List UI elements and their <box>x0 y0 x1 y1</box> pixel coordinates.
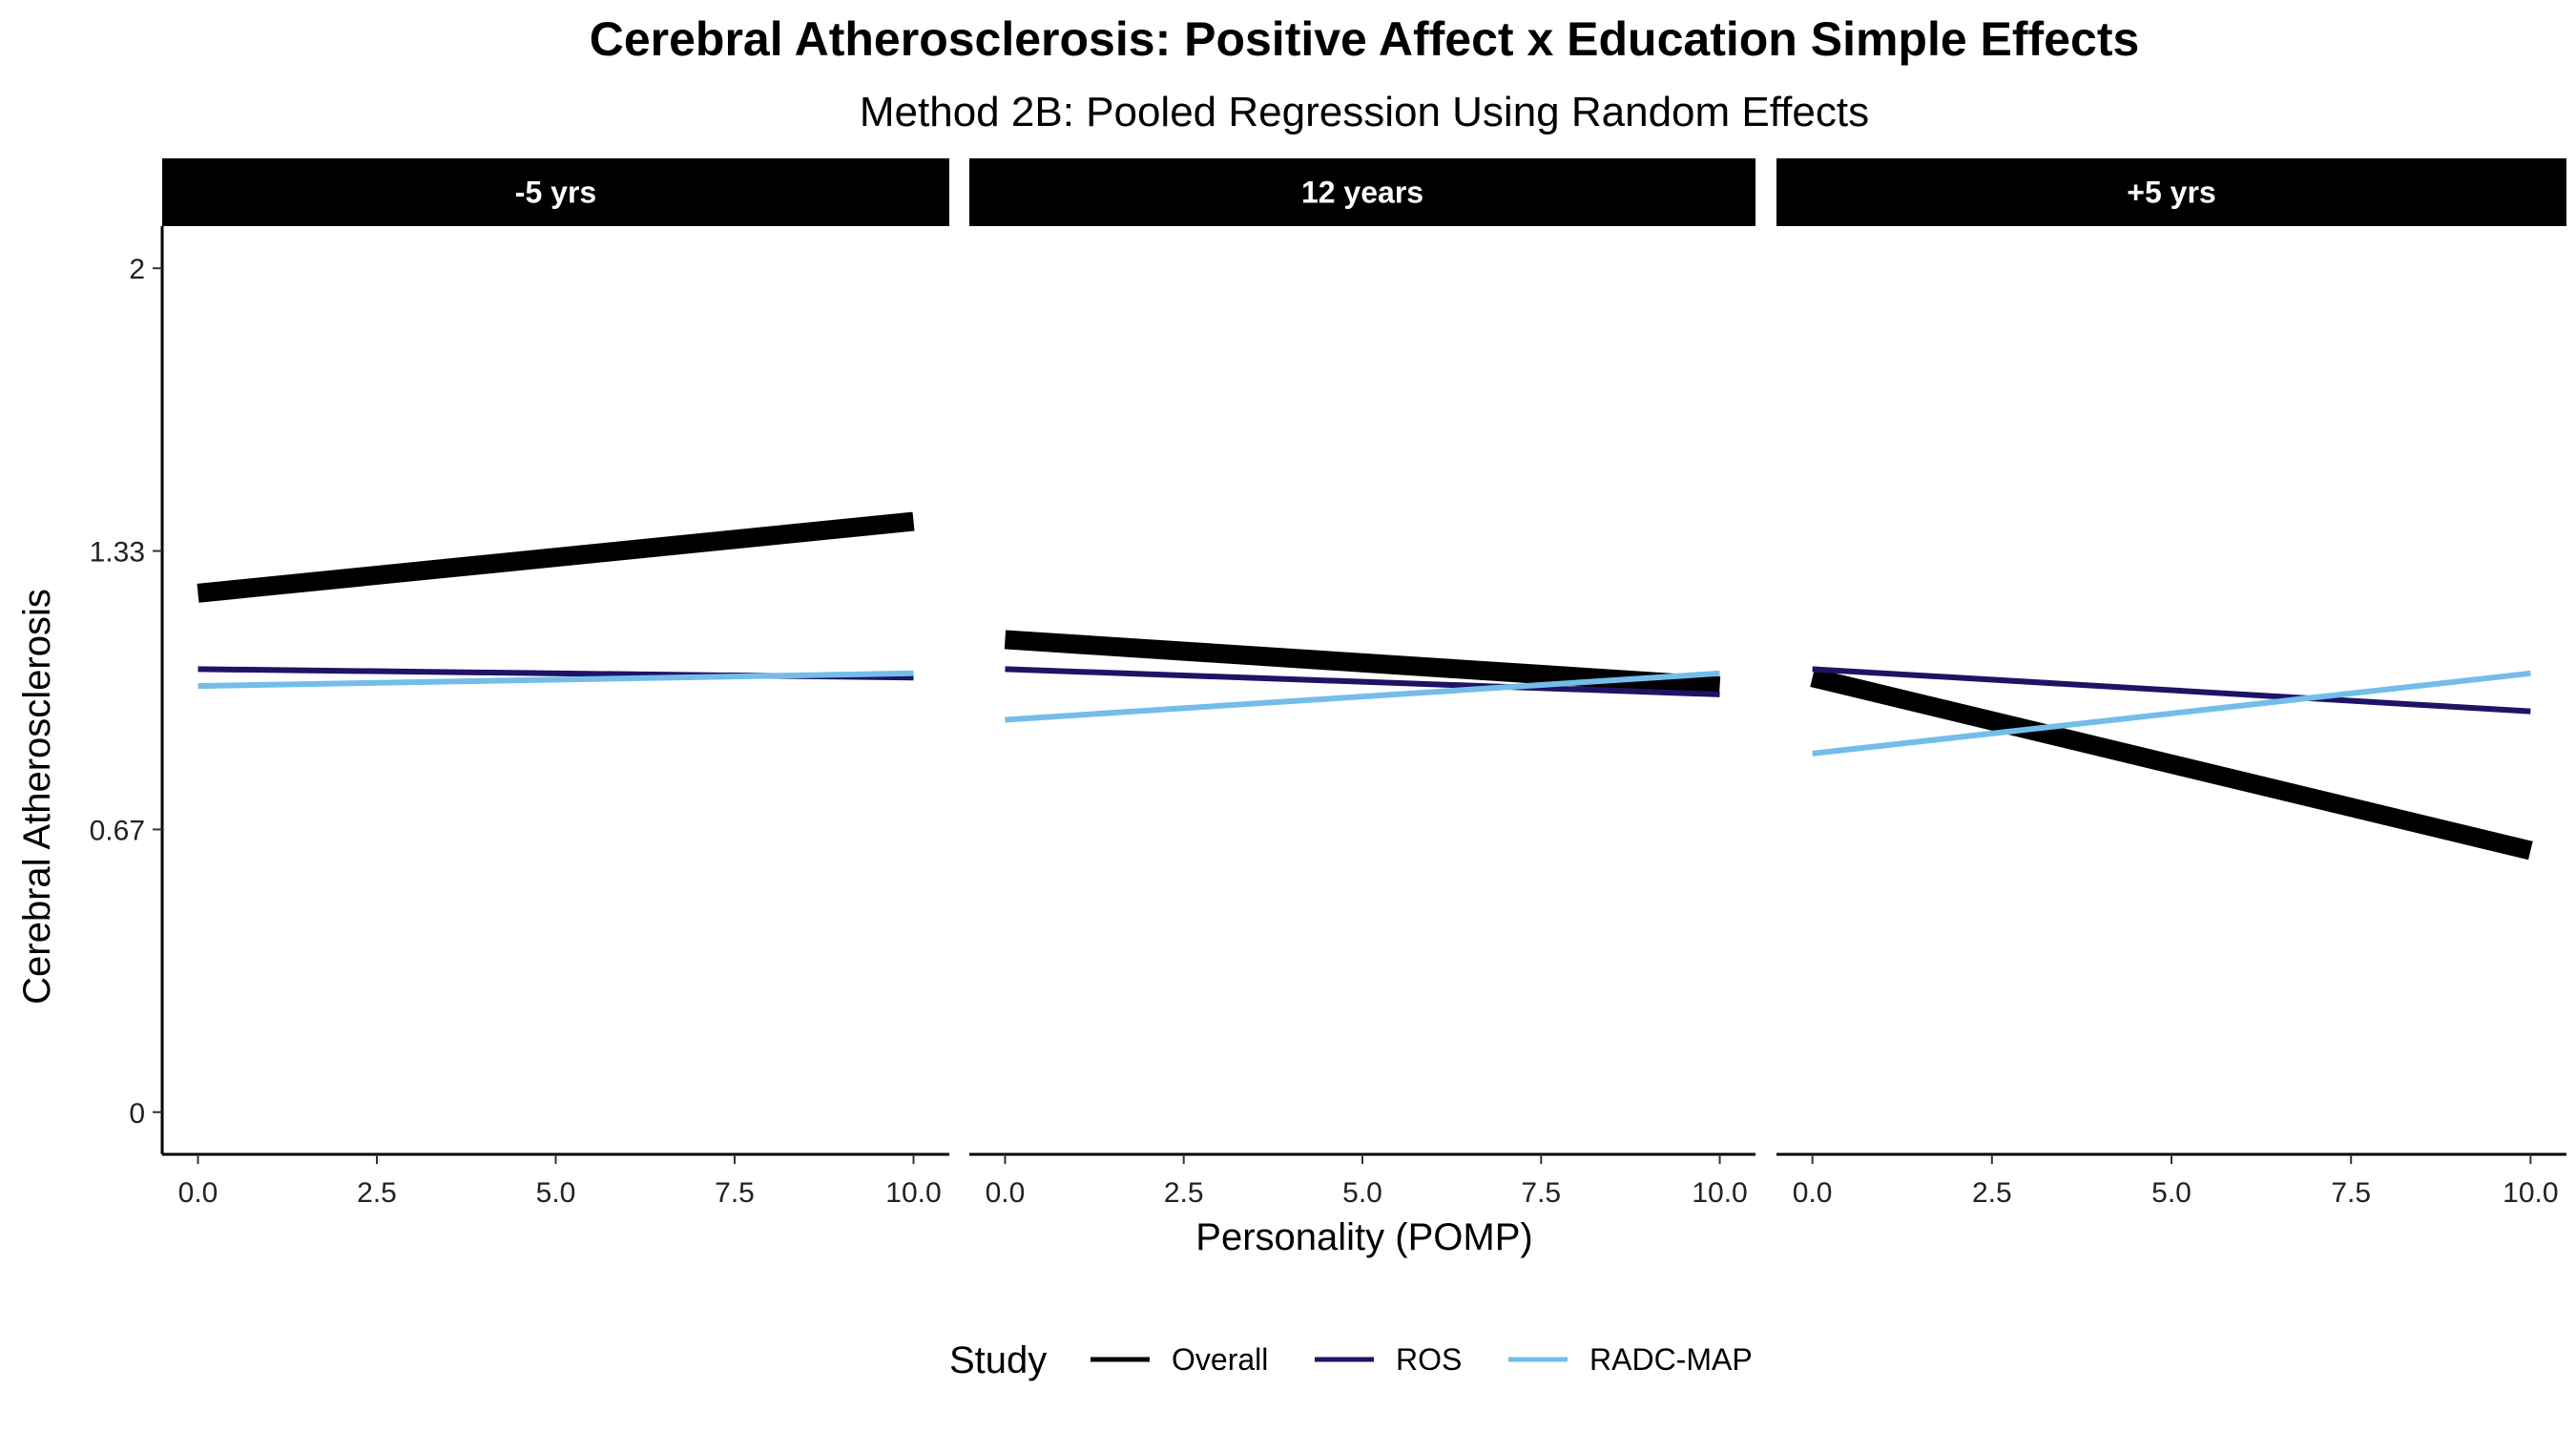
facet-strip <box>162 158 949 226</box>
x-tick-label: 2.5 <box>357 1177 397 1209</box>
facet-panel-2: 12 years 0.0 2.5 5.0 7.5 10.0 <box>969 158 1755 1209</box>
x-tick-label: 10.0 <box>885 1177 941 1209</box>
x-axis-title: Personality (POMP) <box>1195 1216 1532 1258</box>
y-tick-label: 0.67 <box>90 815 145 846</box>
series-line-radc-map <box>1812 670 2531 757</box>
x-tick-label: 10.0 <box>1692 1177 1747 1209</box>
legend-title: Study <box>949 1339 1047 1381</box>
legend-label: Overall <box>1172 1342 1268 1377</box>
legend: Study Overall ROS RADC-MAP <box>949 1339 1753 1381</box>
x-tick-label: 7.5 <box>2331 1177 2371 1209</box>
x-tick-label: 2.5 <box>1164 1177 1204 1209</box>
series-line-overall <box>197 511 915 603</box>
legend-label: ROS <box>1396 1342 1462 1377</box>
series-line-radc-map <box>1005 670 1720 723</box>
x-tick-label: 0.0 <box>986 1177 1026 1209</box>
x-tick-label: 7.5 <box>1521 1177 1561 1209</box>
facet-strip <box>969 158 1755 226</box>
facet-panel-1: -5 yrs 0.0 2.5 5.0 7.5 10.0 0 0.67 1.33 2 <box>90 158 949 1209</box>
legend-item: ROS <box>1315 1342 1462 1377</box>
series-line-radc-map <box>197 670 914 690</box>
x-tick-label: 5.0 <box>536 1177 576 1209</box>
facet-strip-label: 12 years <box>1301 176 1423 210</box>
x-tick-label: 10.0 <box>2503 1177 2558 1209</box>
x-tick-label: 7.5 <box>715 1177 755 1209</box>
facet-strip-label: +5 yrs <box>2127 176 2215 210</box>
series-line-ros <box>1005 666 1720 697</box>
y-tick-label: 2 <box>129 254 145 285</box>
facet-strip <box>1776 158 2566 226</box>
facet-strip-label: -5 yrs <box>515 176 596 210</box>
y-axis-title: Cerebral Atherosclerosis <box>16 589 58 1005</box>
y-tick-label: 1.33 <box>90 537 145 569</box>
legend-label: RADC-MAP <box>1589 1342 1753 1377</box>
chart-subtitle: Method 2B: Pooled Regression Using Rando… <box>860 89 1869 135</box>
legend-item: RADC-MAP <box>1508 1342 1753 1377</box>
chart-title: Cerebral Atherosclerosis: Positive Affec… <box>590 12 2140 66</box>
x-tick-label: 5.0 <box>1342 1177 1382 1209</box>
x-tick-label: 0.0 <box>1793 1177 1833 1209</box>
x-tick-label: 0.0 <box>178 1177 218 1209</box>
x-tick-label: 5.0 <box>2151 1177 2192 1209</box>
series-line-overall <box>1810 668 2533 861</box>
y-tick-label: 0 <box>129 1098 145 1130</box>
legend-item: Overall <box>1091 1342 1268 1377</box>
series-line-ros <box>1812 666 2531 715</box>
facet-panels: -5 yrs 0.0 2.5 5.0 7.5 10.0 0 0.67 1.33 2 12 years… <box>90 158 2566 1209</box>
x-tick-label: 2.5 <box>1972 1177 2012 1209</box>
facet-panel-3: +5 yrs 0.0 2.5 5.0 7.5 10.0 <box>1776 158 2566 1209</box>
